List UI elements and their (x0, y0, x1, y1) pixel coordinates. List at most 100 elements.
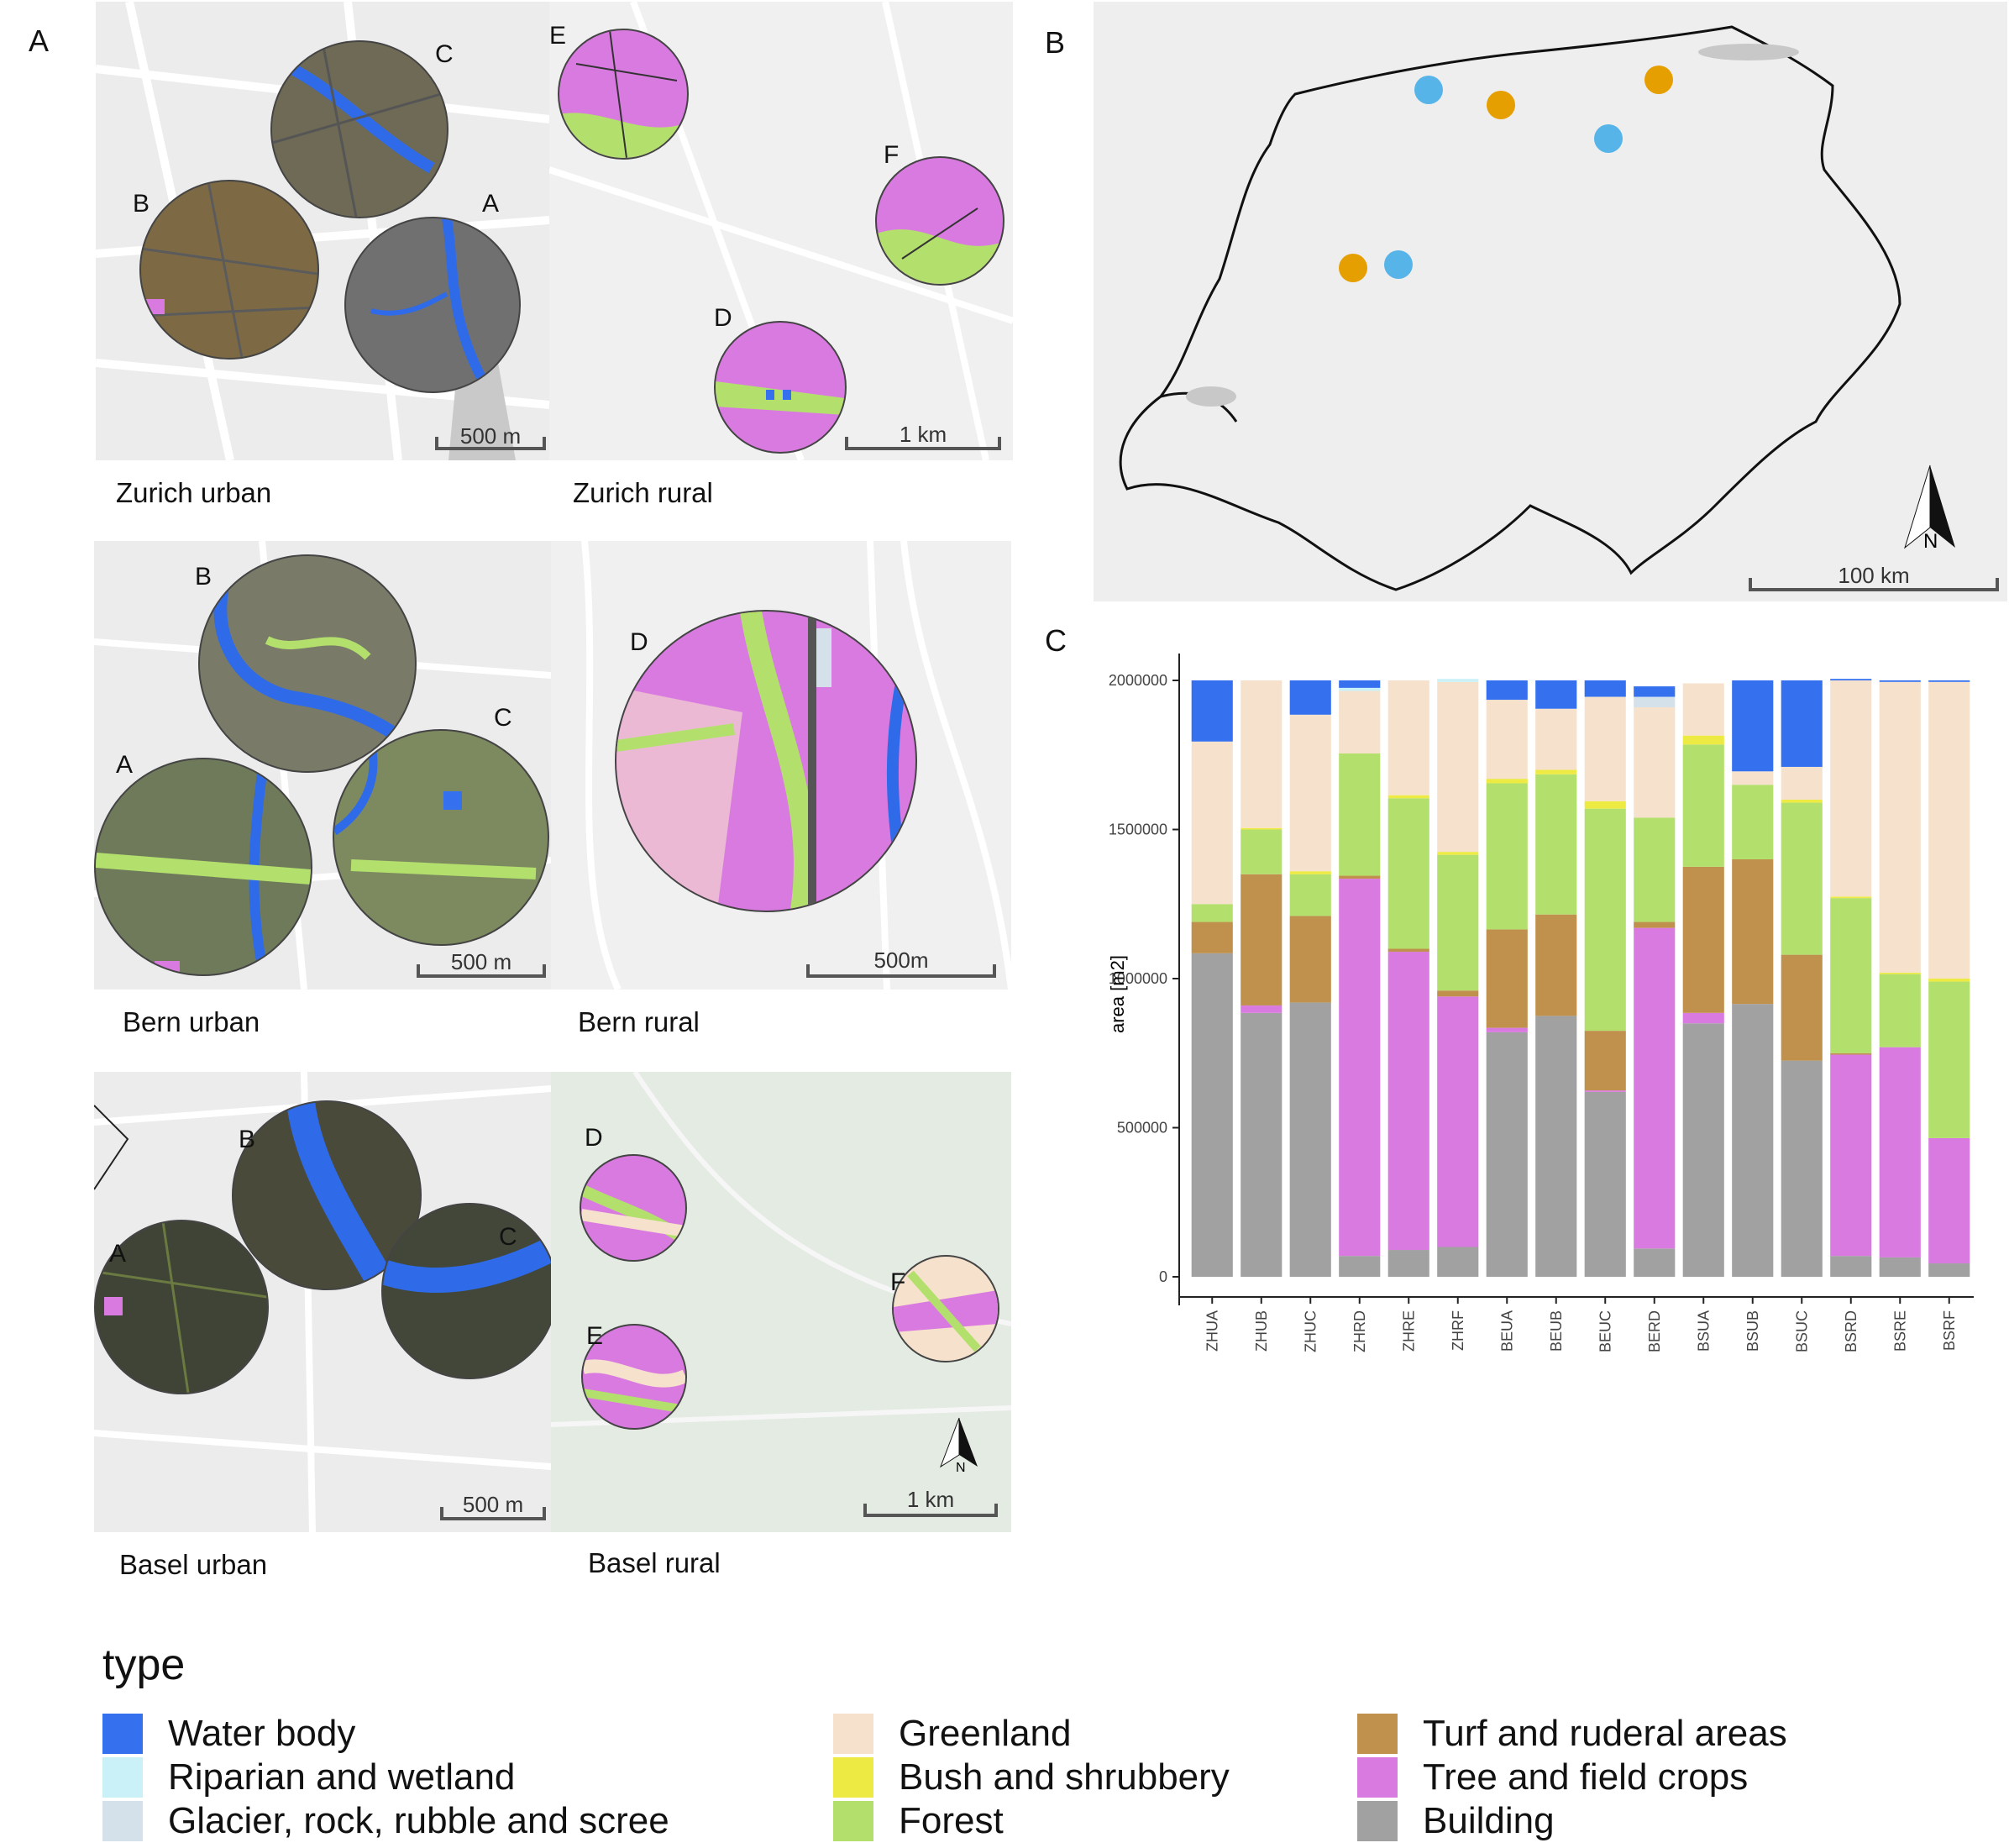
north-label: N (1923, 530, 1938, 553)
north-arrow-icon: N (939, 1416, 979, 1477)
bar-segment (1732, 859, 1774, 1005)
scale-label: 100 km (1838, 563, 1910, 588)
bar-segment (1634, 921, 1676, 928)
bar-segment (1928, 981, 1970, 1138)
circle-letter: F (884, 141, 900, 169)
bar-segment (1781, 800, 1823, 803)
map-circle (714, 321, 847, 454)
legend-label: Greenland (899, 1713, 1072, 1754)
circle-letter: E (586, 1322, 604, 1350)
bar-segment (1486, 929, 1528, 1028)
bar-segment (1634, 696, 1676, 707)
circle-letter: D (714, 304, 732, 332)
bar-segment (1928, 1137, 1970, 1264)
bar-segment (1535, 708, 1577, 770)
bar-segment (1486, 1027, 1528, 1032)
bar-segment (1437, 852, 1479, 855)
legend-swatch (1357, 1801, 1398, 1841)
map-circle (892, 1255, 999, 1362)
x-tick-label: ZHRF (1450, 1310, 1466, 1351)
bar-segment (1241, 874, 1283, 1005)
bar-segment (1879, 1257, 1921, 1277)
bar-segment (1732, 771, 1774, 785)
bar-segment (1241, 829, 1283, 874)
bar-segment (1339, 680, 1381, 688)
panel-letter-c: C (1045, 623, 1067, 658)
circle-letter: B (195, 563, 212, 591)
bar-segment (1387, 1250, 1429, 1277)
bar-segment (1584, 1091, 1626, 1277)
bar-segment (1437, 990, 1479, 997)
bar-segment (1191, 680, 1233, 742)
bar-segment (1535, 1016, 1577, 1277)
legend-item: Bush and shrubbery (833, 1756, 1230, 1798)
circle-letter: C (435, 40, 454, 68)
bar-segment (1682, 866, 1724, 1013)
scale-bar (435, 437, 546, 450)
y-tick-label: 2000000 (1109, 672, 1167, 689)
bar-segment (1289, 916, 1331, 1003)
urban-site-dot (1594, 124, 1623, 153)
y-tick-label: 1500000 (1109, 822, 1167, 838)
bar-segment (1486, 779, 1528, 784)
bar-segment (1830, 679, 1872, 680)
bar-segment (1634, 927, 1676, 1249)
x-tick-label: ZHRE (1400, 1310, 1417, 1352)
scale-bar (417, 964, 546, 978)
map-circle (558, 29, 689, 160)
bar-segment (1830, 898, 1872, 1053)
north-arrow-icon: N (1903, 464, 1957, 556)
switzerland-map: N 100 km (1094, 2, 2007, 601)
legend-swatch (102, 1801, 143, 1841)
bar-segment (1732, 785, 1774, 859)
legend-swatch (1357, 1714, 1398, 1754)
legend-item: Water body (102, 1713, 355, 1754)
scale-bar (845, 437, 1001, 450)
x-tick-label: BEUA (1498, 1310, 1515, 1352)
bar-segment (1437, 681, 1479, 853)
rural-site-dot (1487, 91, 1515, 119)
map-circle (580, 1154, 687, 1262)
bar-segment (1732, 680, 1774, 772)
bar-segment (1584, 801, 1626, 809)
region-label: Zurich urban (116, 477, 272, 508)
y-tick-label: 500000 (1117, 1120, 1167, 1137)
circle-letter: A (116, 751, 134, 779)
y-tick-label: 1000000 (1109, 970, 1167, 987)
bar-segment (1634, 817, 1676, 922)
map-circle (333, 729, 549, 946)
bar-segment (1191, 953, 1233, 1277)
panel-letter-a: A (29, 24, 50, 58)
bar-segment (1584, 696, 1626, 801)
legend-label: Bush and shrubbery (899, 1756, 1230, 1798)
bar-segment (1289, 871, 1331, 874)
x-tick-label: BSUA (1695, 1310, 1712, 1352)
bar-segment (1289, 680, 1331, 715)
bar-segment (1928, 680, 1970, 682)
map-zurich-urban: C B A 500 m (96, 2, 549, 460)
map-bern-urban: B C A 500 m (94, 541, 551, 990)
bar-segment (1437, 996, 1479, 1247)
circle-letter: A (109, 1240, 127, 1268)
bar-segment (1830, 1256, 1872, 1277)
panel-letter-b: B (1045, 25, 1066, 60)
map-circle (581, 1324, 687, 1430)
map-circle (139, 180, 319, 360)
x-tick-label: BERD (1646, 1310, 1663, 1352)
bar-segment (1634, 686, 1676, 697)
legend-label: Forest (899, 1800, 1004, 1841)
y-tick-label: 0 (1159, 1268, 1167, 1285)
bar-segment (1339, 753, 1381, 876)
scale-bar (440, 1507, 546, 1520)
bar-segment (1682, 1023, 1724, 1277)
x-tick-label: ZHUB (1253, 1310, 1270, 1352)
legend-item: Building (1357, 1800, 1555, 1841)
bar-segment (1437, 1247, 1479, 1277)
map-basel-urban: B A C 500 m (94, 1072, 551, 1532)
bar-segment (1241, 680, 1283, 828)
bar-segment (1879, 974, 1921, 1047)
legend-item: Riparian and wetland (102, 1756, 515, 1798)
region-label: Basel urban (119, 1549, 268, 1580)
bar-segment (1682, 1012, 1724, 1024)
urban-site-dot (1384, 250, 1413, 279)
